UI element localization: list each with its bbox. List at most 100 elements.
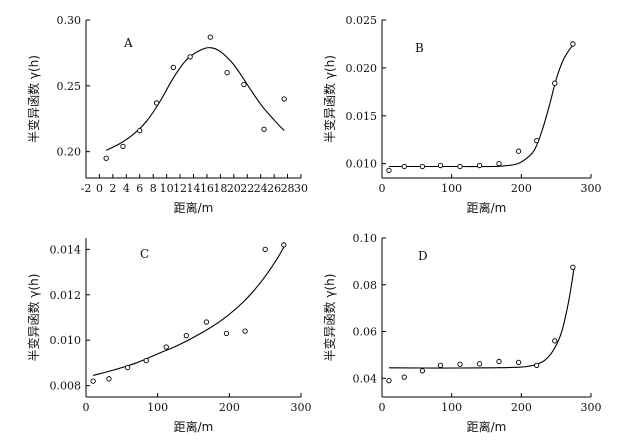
panel-label: A	[123, 36, 133, 50]
data-point	[163, 344, 169, 350]
x-tick-label: 30	[294, 182, 308, 195]
data-point	[103, 155, 109, 161]
data-point	[120, 143, 126, 150]
y-tick-label: 0.30	[57, 14, 82, 27]
panel-label: C	[140, 247, 149, 261]
fit-curve	[105, 47, 285, 151]
y-tick-label: 0.012	[50, 289, 82, 302]
y-axis-title: 半变异函数 γ(h)	[322, 274, 337, 362]
panel-label: D	[418, 249, 428, 263]
x-tick-label: 6	[136, 182, 143, 195]
data-point	[106, 376, 112, 382]
data-point	[170, 64, 176, 71]
data-point	[90, 378, 96, 384]
x-tick-label: 16	[200, 182, 214, 195]
x-tick-label: 4	[123, 182, 130, 195]
x-tick-label: 300	[291, 401, 312, 414]
x-tick-label: 0	[96, 182, 103, 195]
data-point	[386, 377, 392, 384]
x-tick-label: 300	[581, 182, 602, 195]
data-point	[437, 362, 444, 369]
x-tick-label: 14	[187, 182, 201, 195]
data-point	[457, 361, 463, 367]
y-tick-label: 0.020	[346, 62, 378, 75]
data-point	[241, 81, 247, 88]
panel-b: 0 100 200 300 0.010 0.015 0.020 0.025 距离/m 半变异函数 …	[322, 14, 602, 215]
data-point	[183, 333, 189, 339]
x-tick-label: 100	[441, 401, 462, 414]
y-tick-label: 0.025	[346, 14, 378, 27]
y-tick-label: 0.04	[353, 372, 378, 385]
data-point	[419, 163, 426, 170]
x-tick-label: 2	[109, 182, 116, 195]
y-axis-title: 半变异函数 γ(h)	[26, 274, 41, 362]
data-point	[187, 54, 193, 60]
data-point	[386, 167, 392, 173]
x-tick-label: 100	[441, 182, 462, 195]
y-tick-label: 0.06	[353, 326, 378, 339]
x-tick-label: -2	[81, 182, 92, 195]
y-tick-label: 0.015	[346, 110, 378, 123]
data-point	[534, 138, 540, 144]
x-tick-label: 300	[581, 401, 602, 414]
data-point	[457, 163, 463, 170]
x-axis-title: 距离/m	[174, 200, 214, 215]
x-tick-label: 100	[147, 401, 168, 414]
data-point	[401, 163, 407, 170]
fit-curve	[93, 246, 285, 376]
panel-d: 0 100 200 300 0.04 0.06 0.08 0.10 距离/m 半变异函数 γ(h)…	[322, 232, 602, 434]
data-point	[552, 338, 558, 344]
data-point	[153, 100, 160, 106]
y-tick-label: 0.008	[50, 380, 82, 393]
panel-c: 0 100 200 300 0.008 0.010 0.012 0.014 距离/m 半变异函数 …	[26, 238, 312, 434]
y-tick-label: 0.010	[346, 158, 378, 171]
panel-label: B	[415, 41, 424, 55]
panel-a: -2 0 2 4 6 8 10 12 14 16 18 20 22 24 26 28 300.200.250.3…	[26, 14, 308, 215]
x-tick-label: 200	[219, 401, 240, 414]
data-point	[534, 362, 540, 369]
data-point	[242, 328, 248, 334]
data-point	[515, 148, 522, 154]
y-tick-label: 0.010	[50, 334, 82, 347]
data-point	[262, 246, 268, 253]
data-point	[552, 80, 558, 86]
data-point	[281, 242, 287, 248]
x-tick-label: 8	[150, 182, 157, 195]
x-tick-label: 0	[379, 182, 386, 195]
y-tick-label: 0.10	[353, 232, 378, 245]
data-point	[570, 264, 576, 270]
data-point	[281, 96, 287, 102]
y-axis-title: 半变异函数 γ(h)	[26, 55, 41, 143]
data-point	[496, 160, 502, 167]
x-axis-title: 距离/m	[467, 419, 507, 434]
data-point	[496, 358, 502, 365]
fit-curve	[388, 265, 575, 369]
x-axis-title: 距离/m	[467, 200, 507, 215]
y-tick-label: 0.20	[57, 146, 82, 159]
x-tick-label: 0	[83, 401, 90, 414]
data-point	[223, 330, 230, 337]
data-point	[437, 162, 444, 169]
x-tick-label: 26	[267, 182, 281, 195]
data-point	[261, 126, 267, 132]
y-tick-label: 0.25	[57, 80, 82, 93]
x-axis-title: 距离/m	[174, 419, 214, 434]
y-axis-title: 半变异函数 γ(h)	[322, 55, 337, 143]
data-point	[570, 41, 576, 47]
y-tick-label: 0.014	[50, 243, 82, 256]
data-point	[143, 358, 149, 364]
x-tick-label: 22	[240, 182, 254, 195]
data-point	[207, 34, 213, 40]
x-tick-label: 18	[213, 182, 227, 195]
x-tick-label: 12	[173, 182, 187, 195]
data-point	[203, 319, 210, 325]
x-tick-label: 200	[511, 401, 532, 414]
data-point	[124, 364, 131, 371]
x-tick-label: 0	[379, 401, 386, 414]
data-point	[476, 361, 483, 367]
data-point	[401, 374, 407, 380]
x-tick-label: 28	[281, 182, 295, 195]
y-tick-label: 0.08	[353, 279, 378, 292]
x-tick-label: 200	[511, 182, 532, 195]
